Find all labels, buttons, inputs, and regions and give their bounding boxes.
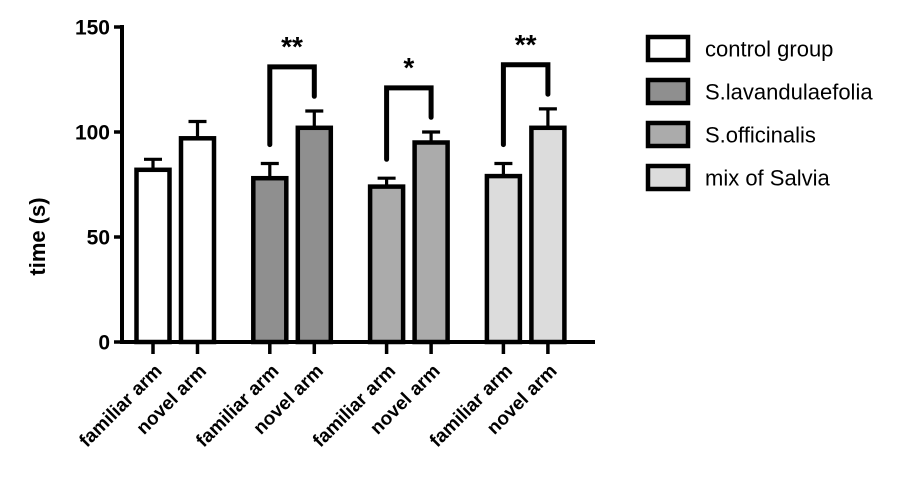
significance-stars: ** bbox=[281, 31, 303, 62]
bar bbox=[251, 175, 289, 345]
bar bbox=[178, 136, 217, 345]
bar bbox=[412, 140, 450, 345]
legend-swatch bbox=[645, 120, 691, 149]
bar bbox=[529, 125, 567, 345]
bar bbox=[367, 184, 406, 345]
significance-stars: ** bbox=[515, 29, 537, 60]
significance-bracket bbox=[267, 64, 317, 148]
legend-item: mix of Salvia bbox=[645, 163, 830, 192]
significance-bracket bbox=[384, 85, 434, 162]
y-tick-label: 100 bbox=[75, 122, 110, 145]
y-tick-label: 0 bbox=[98, 332, 110, 355]
legend-swatch bbox=[645, 77, 691, 106]
y-axis-label: time (s) bbox=[25, 197, 50, 275]
legend-item: S.lavandulaefolia bbox=[645, 77, 873, 106]
y-tick-label: 50 bbox=[87, 227, 110, 250]
legend-item: control group bbox=[645, 34, 833, 63]
legend-label: mix of Salvia bbox=[705, 166, 830, 191]
legend-item: S.officinalis bbox=[645, 120, 816, 149]
bar bbox=[134, 167, 172, 345]
bar bbox=[295, 125, 334, 345]
legend-label: S.lavandulaefolia bbox=[705, 80, 873, 105]
bar bbox=[484, 173, 523, 345]
significance-stars: * bbox=[403, 52, 414, 83]
legend-label: control group bbox=[705, 37, 833, 62]
significance-bracket bbox=[500, 62, 551, 148]
legend-label: S.officinalis bbox=[705, 123, 816, 148]
legend-swatch bbox=[645, 34, 691, 63]
y-tick-label: 150 bbox=[75, 17, 110, 40]
legend-swatch bbox=[645, 163, 691, 192]
